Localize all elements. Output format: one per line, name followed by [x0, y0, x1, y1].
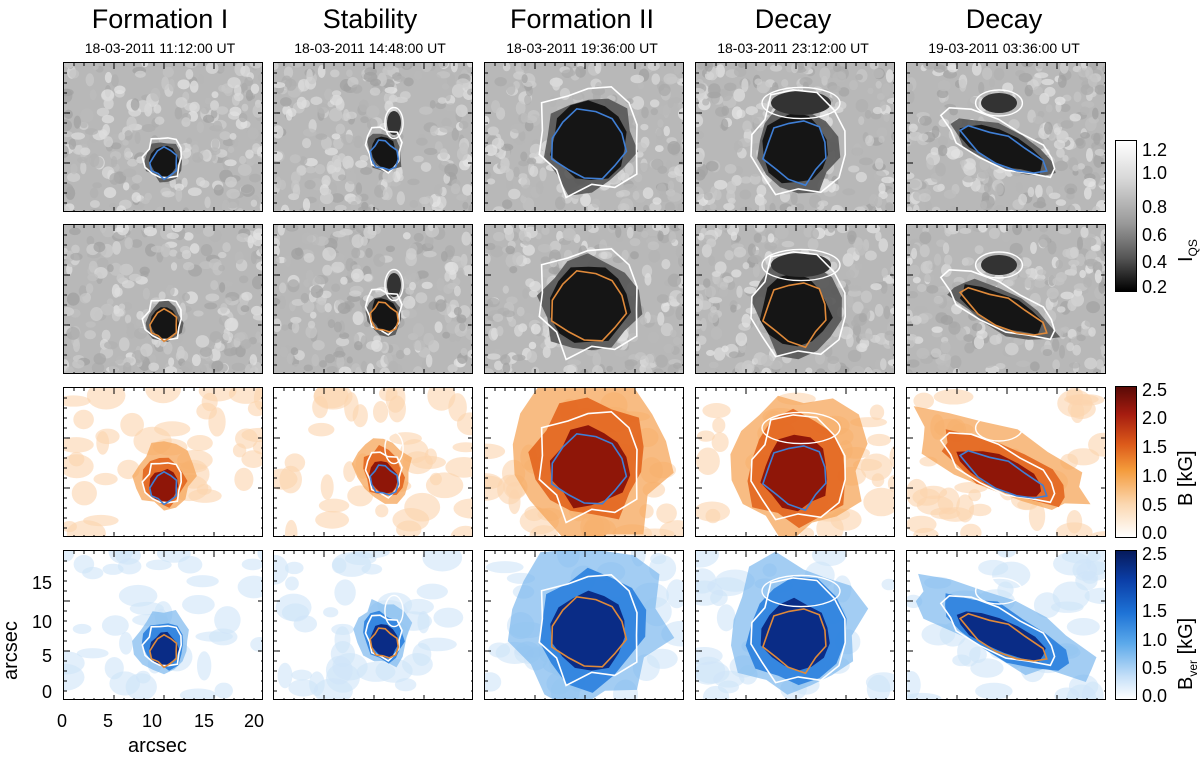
panel-intensity-col2 [273, 224, 473, 374]
colorbar-field-tick: 0.0 [1142, 523, 1168, 543]
column-time-3: 18-03-2011 19:36:00 UT [506, 40, 658, 56]
x-tick-label: 5 [103, 711, 114, 731]
panel-field-vertical-col2 [273, 550, 473, 700]
colorbar-field-label: B [kG] [1175, 450, 1197, 506]
y-tick-label: 0 [42, 682, 53, 702]
panel-intensity-col3 [484, 62, 684, 212]
x-tick-label: 15 [194, 711, 215, 731]
panel-intensity-col3 [484, 224, 684, 374]
panel-intensity-col5 [906, 62, 1106, 212]
panel-field-vertical-col1 [63, 550, 263, 700]
colorbar-field-tick: 0.5 [1142, 495, 1168, 515]
panel-intensity-col1 [63, 62, 263, 212]
colorbar-vertical-field-tick: 1.0 [1142, 630, 1168, 650]
panel-field-total-col3 [484, 387, 684, 537]
colorbar-field-tick: 1.5 [1142, 437, 1168, 457]
x-tick-label: 20 [244, 711, 265, 731]
panel-field-total-col5 [906, 387, 1106, 537]
y-axis-label: arcsec [0, 621, 22, 680]
colorbar-intensity-tick: 1.2 [1142, 140, 1168, 160]
colorbar-vertical-field-tick: 0.0 [1142, 686, 1168, 706]
colorbar-field [1115, 386, 1137, 538]
colorbar-intensity-tick: 0.6 [1142, 225, 1168, 245]
column-title-1: Formation I [91, 4, 229, 34]
column-title-5: Decay [965, 4, 1043, 34]
colorbar-vertical-field-tick: 2.0 [1142, 572, 1168, 592]
panel-field-total-col4 [695, 387, 895, 537]
panel-intensity-col2 [273, 62, 473, 212]
column-title-3: Formation II [509, 4, 655, 34]
colorbar-intensity [1115, 140, 1137, 292]
panel-intensity-col5 [906, 224, 1106, 374]
y-tick-label: 10 [32, 612, 53, 632]
x-tick-label: 10 [142, 711, 163, 731]
panel-field-vertical-col5 [906, 550, 1106, 700]
column-time-2: 18-03-2011 14:48:00 UT [294, 40, 446, 56]
colorbar-vertical-field-tick: 1.5 [1142, 601, 1168, 621]
panel-field-total-col2 [273, 387, 473, 537]
y-tick-label: 15 [32, 573, 53, 593]
colorbar-vertical-field-tick: 0.5 [1142, 658, 1168, 678]
x-axis-label: arcsec [128, 735, 187, 757]
x-tick-label: 0 [57, 711, 68, 731]
colorbar-intensity-tick: 0.4 [1142, 252, 1168, 272]
colorbar-vertical-field [1115, 550, 1137, 700]
column-time-1: 18-03-2011 11:12:00 UT [84, 40, 236, 56]
colorbar-field-tick: 1.0 [1142, 466, 1168, 486]
colorbar-intensity-tick: 1.0 [1142, 163, 1168, 183]
column-title-4: Decay [754, 4, 832, 34]
colorbar-intensity-tick: 0.8 [1142, 197, 1168, 217]
panel-field-vertical-col4 [695, 550, 895, 700]
panel-intensity-col1 [63, 224, 263, 374]
colorbar-vertical-field-label: Bver [kG] [1175, 617, 1200, 690]
colorbar-intensity-tick: 0.2 [1142, 277, 1168, 297]
column-title-2: Stability [322, 4, 418, 34]
panel-intensity-col4 [695, 62, 895, 212]
panel-field-vertical-col3 [484, 550, 684, 700]
panel-field-total-col1 [63, 387, 263, 537]
colorbar-vertical-field-tick: 2.5 [1142, 544, 1168, 564]
column-time-5: 19-03-2011 03:36:00 UT [928, 40, 1080, 56]
column-time-4: 18-03-2011 23:12:00 UT [717, 40, 869, 56]
colorbar-intensity-label: IQS [1175, 239, 1200, 262]
y-tick-label: 5 [42, 646, 53, 666]
colorbar-field-tick: 2.5 [1142, 380, 1168, 400]
panel-intensity-col4 [695, 224, 895, 374]
colorbar-field-tick: 2.0 [1142, 408, 1168, 428]
